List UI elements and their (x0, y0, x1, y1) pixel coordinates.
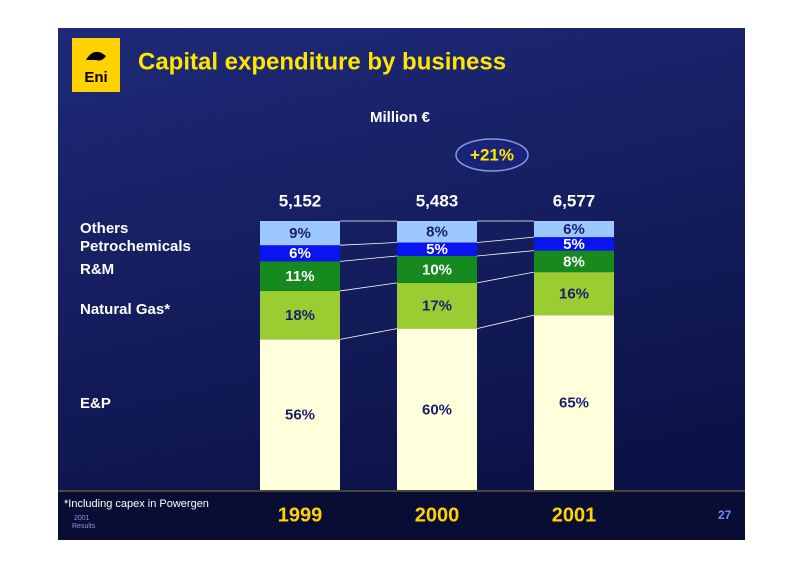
data-label: 8% (426, 224, 448, 241)
x-tick-label: 2001 (552, 504, 597, 526)
connector-line (339, 255, 398, 262)
bar-segment (397, 282, 477, 329)
bar-segment (260, 261, 340, 291)
footer-band (58, 491, 745, 540)
bar-segment (534, 315, 614, 490)
total-label: 5,483 (416, 191, 459, 210)
connector-line (476, 236, 535, 243)
data-label: 6% (563, 221, 585, 238)
connector-line (476, 250, 535, 257)
logo-text: Eni (84, 69, 107, 86)
bar-segment (260, 290, 340, 340)
x-tick-label: 1999 (278, 504, 323, 526)
bar-segment (534, 237, 614, 251)
data-label: 56% (285, 407, 315, 424)
data-label: 5% (426, 241, 448, 258)
legend-label: Petrochemicals (80, 238, 191, 255)
connector-line (339, 328, 398, 340)
data-label: 11% (285, 268, 314, 285)
bar-segment (397, 221, 477, 243)
growth-badge (455, 138, 529, 172)
legend-label: Natural Gas* (80, 301, 170, 318)
legend-label: E&P (80, 395, 111, 412)
data-label: 17% (422, 298, 452, 315)
bar-segment (260, 245, 340, 262)
bar-segment (534, 250, 614, 273)
connector-line (476, 314, 535, 329)
logo-dog (86, 51, 106, 61)
connector-line (339, 282, 398, 292)
bar-segment (260, 221, 340, 246)
data-label: 8% (563, 253, 585, 270)
data-label: 9% (289, 225, 311, 242)
data-label: 5% (563, 236, 585, 253)
total-label: 5,152 (279, 191, 322, 210)
bar-segment (397, 242, 477, 256)
title: Capital expenditure by business (138, 48, 506, 75)
bar-segment (534, 272, 614, 316)
data-label: 18% (285, 307, 315, 324)
connector-line (476, 271, 535, 284)
logo (72, 38, 120, 92)
footnote: *Including capex in Powergen (64, 498, 209, 510)
data-label: 60% (422, 401, 452, 418)
page-number: 27 (718, 508, 732, 522)
bar-segment (397, 255, 477, 283)
legend-label: Others (80, 220, 128, 237)
data-label: 6% (289, 245, 311, 262)
x-tick-label: 2000 (415, 504, 460, 526)
unit: Million € (370, 109, 431, 126)
data-label: 10% (422, 261, 452, 278)
growth-label: +21% (470, 145, 514, 164)
legend-label: R&M (80, 261, 114, 278)
bar-segment (397, 328, 477, 490)
data-label: 16% (559, 286, 589, 303)
footer-text: 2001 (74, 515, 90, 522)
total-label: 6,577 (553, 191, 596, 210)
bar-segment (260, 339, 340, 490)
footer-text: Results (72, 523, 96, 530)
connector-line (339, 242, 398, 246)
bar-segment (534, 221, 614, 238)
data-label: 65% (559, 395, 589, 412)
